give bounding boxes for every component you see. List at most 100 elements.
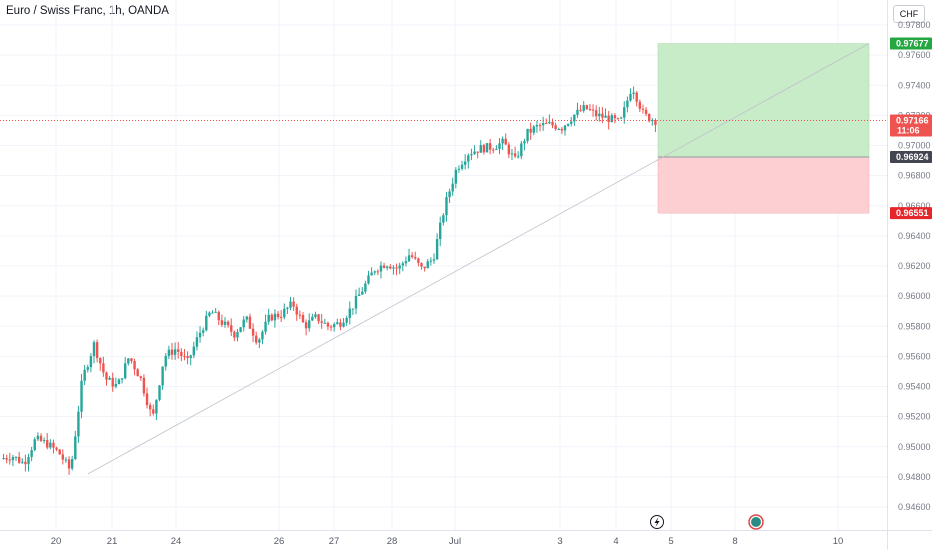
candle	[386, 265, 389, 271]
candle-body	[8, 459, 11, 461]
candle-body	[554, 125, 557, 129]
candle	[594, 105, 598, 121]
candle-body	[220, 320, 224, 325]
candle-body	[594, 110, 598, 117]
candle	[351, 308, 355, 315]
candle	[541, 116, 545, 131]
candle-body	[267, 314, 270, 322]
candle	[289, 297, 292, 311]
price-axis[interactable]: 0.978000.976000.974000.972000.970000.968…	[898, 20, 931, 512]
candle-body	[601, 113, 604, 118]
candle-body	[323, 322, 327, 324]
candle	[323, 318, 327, 324]
candle-body	[348, 308, 351, 318]
candle	[273, 309, 277, 328]
candle	[14, 456, 18, 461]
candle-body	[526, 128, 529, 142]
candle-body	[492, 149, 495, 151]
candle-body	[276, 313, 280, 318]
candle-body	[395, 267, 398, 269]
stop-price-tag-text: 0.96551	[896, 208, 929, 218]
last-price-tag-text: 0.97166	[896, 115, 929, 125]
lightning-icon[interactable]	[650, 515, 664, 529]
candle	[5, 454, 8, 464]
time-tick-label: 21	[107, 536, 118, 547]
candle	[651, 118, 654, 126]
candle-body	[339, 322, 342, 327]
candle	[167, 345, 171, 360]
candle	[538, 122, 542, 132]
price-tick-label: 0.95400	[898, 382, 931, 392]
candle-body	[242, 319, 245, 328]
candle-body	[367, 275, 370, 284]
candle-body	[326, 322, 330, 327]
candle	[457, 165, 461, 173]
trendline-ray[interactable]	[87, 43, 870, 475]
candle-body	[30, 450, 33, 458]
candle-body	[77, 411, 80, 437]
candle-body	[641, 108, 645, 110]
candle-body	[504, 138, 507, 145]
candle-body	[632, 92, 635, 94]
candle	[451, 177, 454, 196]
time-tick-label: 27	[329, 536, 340, 547]
candle-body	[482, 145, 486, 153]
candle-body	[133, 360, 136, 370]
candle	[467, 153, 470, 169]
price-tick-label: 0.95800	[898, 321, 931, 331]
profit-zone[interactable]	[657, 43, 870, 158]
last-price-tag-bg	[890, 114, 932, 137]
candle-body	[432, 259, 436, 261]
currency-button[interactable]: CHF	[893, 5, 925, 23]
event-dot-icon[interactable]	[748, 514, 764, 530]
candle	[554, 122, 557, 131]
time-axis[interactable]: 20 21 24 26 27 28 Jul 3 4 5 8 10	[51, 536, 844, 547]
candle	[601, 107, 604, 124]
candle	[339, 318, 342, 331]
candle	[27, 453, 30, 472]
candle	[570, 117, 573, 127]
time-tick-label: Jul	[449, 536, 461, 547]
candle-body	[245, 316, 249, 320]
candle-body	[239, 327, 242, 333]
candle-body	[654, 120, 657, 125]
candle-body	[308, 320, 311, 329]
candle	[604, 108, 607, 118]
trendline[interactable]	[87, 43, 870, 475]
candle	[342, 318, 345, 328]
candle	[588, 104, 592, 112]
candle	[17, 451, 21, 464]
candle-body	[155, 399, 158, 414]
candle	[74, 430, 77, 461]
candle	[379, 261, 383, 279]
price-tick-label: 0.97000	[898, 141, 931, 151]
candle-body	[616, 118, 620, 120]
price-tick-label: 0.95000	[898, 442, 931, 452]
candle-body	[510, 153, 514, 155]
candle-body	[351, 308, 355, 310]
candle	[130, 357, 133, 364]
position-zones[interactable]	[657, 43, 870, 214]
candle	[211, 310, 214, 314]
candle-body	[186, 356, 189, 358]
candle	[336, 318, 339, 325]
candle-body	[457, 168, 461, 170]
candle	[11, 454, 15, 467]
candle-body	[61, 454, 65, 460]
candle-body	[127, 358, 130, 364]
candle	[264, 314, 267, 335]
candle	[504, 133, 507, 145]
candle-body	[604, 115, 607, 118]
candle	[145, 387, 149, 409]
candle-body	[563, 125, 567, 131]
loss-zone[interactable]	[657, 156, 870, 214]
candle	[102, 356, 105, 377]
candle-body	[473, 151, 476, 155]
candle	[308, 313, 311, 332]
candle	[454, 167, 458, 189]
event-markers[interactable]	[650, 514, 764, 530]
candle	[638, 99, 642, 113]
candle	[573, 114, 576, 126]
candle-body	[201, 330, 205, 333]
